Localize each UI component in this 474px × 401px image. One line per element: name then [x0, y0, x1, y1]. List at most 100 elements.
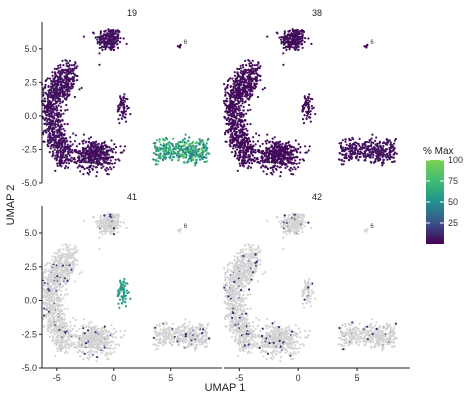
- data-point: [125, 42, 128, 46]
- data-point: [294, 168, 297, 171]
- data-point: [236, 148, 239, 151]
- data-point: [251, 67, 254, 70]
- data-point: [56, 119, 59, 123]
- data-point: [68, 59, 71, 63]
- data-point: [103, 30, 106, 33]
- data-point: [91, 167, 94, 170]
- data-point: [234, 99, 237, 102]
- data-point: [55, 106, 59, 109]
- data-point: [236, 169, 239, 172]
- data-point: [115, 43, 118, 46]
- data-point: [66, 88, 69, 91]
- data-point: [234, 146, 237, 149]
- data-point: [111, 39, 114, 42]
- data-point: [190, 145, 193, 148]
- data-point: [373, 160, 376, 163]
- data-point: [74, 250, 77, 253]
- data-point: [105, 225, 108, 228]
- data-point: [50, 89, 53, 92]
- data-point: [268, 157, 271, 160]
- data-point: [62, 318, 65, 321]
- data-point: [79, 161, 83, 164]
- data-point: [236, 76, 239, 79]
- data-point: [260, 150, 264, 153]
- y-tick-label: 0.0: [24, 111, 37, 121]
- data-point: [246, 81, 249, 84]
- data-point: [279, 171, 282, 174]
- data-point: [56, 90, 59, 93]
- data-point: [297, 48, 300, 52]
- data-point: [157, 160, 160, 163]
- data-point: [290, 41, 293, 44]
- data-point: [369, 148, 372, 151]
- data-point: [363, 159, 366, 162]
- data-point: [65, 62, 68, 65]
- data-point: [66, 307, 69, 310]
- data-point: [290, 172, 293, 176]
- data-point: [257, 61, 260, 64]
- data-point: [259, 145, 262, 148]
- data-point: [268, 152, 271, 155]
- data-point: [82, 160, 86, 164]
- data-point: [230, 105, 233, 108]
- data-point: [178, 156, 181, 159]
- data-point: [299, 151, 302, 154]
- data-point: [194, 154, 197, 157]
- data-point: [58, 126, 62, 129]
- data-point: [361, 152, 364, 155]
- data-point: [236, 97, 239, 100]
- data-point: [54, 102, 58, 105]
- data-point: [285, 151, 288, 155]
- data-point: [51, 128, 54, 131]
- data-point: [233, 110, 236, 113]
- data-point: [241, 95, 244, 98]
- data-point: [102, 158, 105, 161]
- data-point: [227, 93, 230, 96]
- data-point: [309, 97, 312, 100]
- data-point: [304, 104, 307, 107]
- data-point: [170, 149, 173, 152]
- data-point: [287, 42, 290, 46]
- data-point: [112, 37, 115, 40]
- data-point: [381, 154, 384, 157]
- data-point: [301, 37, 304, 40]
- data-point: [57, 104, 60, 107]
- data-point: [182, 160, 186, 164]
- data-point: [44, 271, 47, 274]
- data-point: [60, 123, 63, 126]
- data-point: [383, 141, 386, 144]
- data-point: [197, 154, 200, 157]
- data-point: [45, 106, 48, 110]
- data-point: [74, 245, 77, 248]
- data-point: [54, 339, 57, 342]
- data-point: [42, 88, 45, 91]
- data-point: [105, 166, 108, 169]
- data-point: [57, 67, 60, 70]
- data-point: [192, 150, 195, 153]
- data-point: [232, 145, 235, 148]
- data-point: [166, 142, 169, 145]
- data-point: [301, 33, 304, 36]
- data-point: [98, 231, 101, 234]
- data-point: [64, 343, 67, 346]
- data-point: [59, 290, 63, 293]
- data-point: [99, 32, 102, 36]
- data-point: [226, 122, 230, 125]
- data-point: [244, 95, 247, 98]
- panel-41: 416-5.0-2.50.02.55.0-5 0 5: [21, 192, 222, 383]
- data-point: [265, 173, 268, 176]
- data-point: [246, 142, 249, 146]
- data-point: [226, 100, 229, 103]
- data-point: [88, 137, 91, 140]
- data-point: [67, 257, 70, 260]
- data-point: [48, 90, 51, 93]
- data-point: [119, 221, 122, 224]
- data-point: [194, 151, 197, 154]
- data-point: [81, 152, 84, 155]
- data-point: [49, 103, 52, 106]
- data-point: [272, 170, 275, 173]
- data-point: [82, 35, 85, 38]
- data-point: [69, 151, 72, 154]
- data-point: [44, 83, 47, 87]
